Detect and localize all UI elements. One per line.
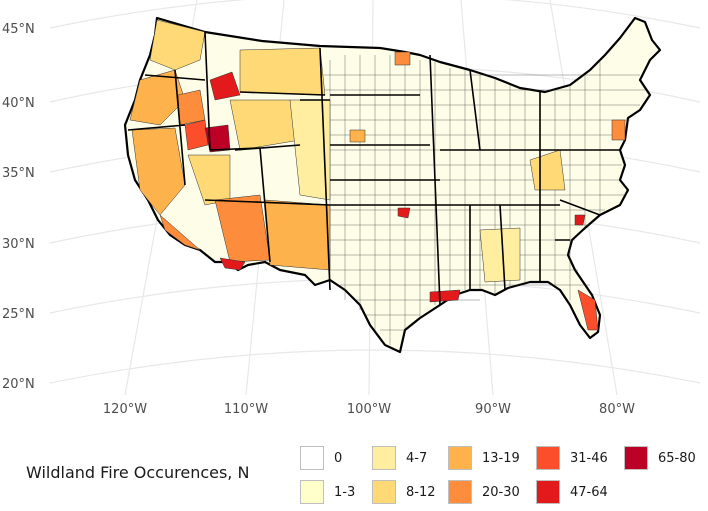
legend-label: 31-46	[570, 450, 608, 466]
legend-label: 0	[334, 450, 343, 466]
legend-item: 47-64	[536, 480, 608, 504]
legend-item: 8-12	[372, 480, 436, 504]
legend-label: 1-3	[334, 484, 356, 500]
lon-label: 110°W	[224, 402, 268, 417]
legend-swatch	[448, 446, 472, 470]
legend-label: 13-19	[482, 450, 520, 466]
state-borders	[127, 31, 620, 306]
legend-label: 47-64	[570, 484, 608, 500]
legend-item: 4-7	[372, 446, 427, 470]
legend-swatch	[624, 446, 648, 470]
legend-swatch	[536, 480, 560, 504]
legend-swatch	[372, 446, 396, 470]
legend-swatch	[300, 480, 324, 504]
legend-item: 1-3	[300, 480, 355, 504]
lon-label: 120°W	[103, 402, 147, 417]
legend-label: 8-12	[406, 484, 436, 500]
legend-item: 13-19	[448, 446, 520, 470]
legend-item: 0	[300, 446, 342, 470]
legend-swatch	[448, 480, 472, 504]
lon-label: 100°W	[347, 402, 391, 417]
legend-item: 65-80	[624, 446, 696, 470]
legend-label: 4-7	[406, 450, 428, 466]
lon-labels: 120°W 110°W 100°W 90°W 80°W	[103, 402, 635, 417]
lat-label: 35°N	[2, 166, 35, 181]
lat-label: 40°N	[2, 96, 35, 111]
graticule-lat-45	[49, 0, 701, 29]
lat-labels: 45°N 40°N 35°N 30°N 25°N 20°N	[2, 22, 35, 392]
lat-label: 25°N	[2, 307, 35, 322]
legend-title: Wildland Fire Occurences, N	[26, 463, 250, 482]
lat-label: 45°N	[2, 22, 35, 37]
legend-label: 20-30	[482, 484, 520, 500]
lon-label: 90°W	[475, 402, 511, 417]
legend-item: 31-46	[536, 446, 608, 470]
lat-label: 20°N	[2, 377, 35, 392]
lat-label: 30°N	[2, 237, 35, 252]
graticule-lat-20	[49, 349, 701, 384]
legend-swatch	[536, 446, 560, 470]
lon-label: 80°W	[599, 402, 635, 417]
fire-occurrence-regions	[129, 19, 626, 331]
legend-swatch	[300, 446, 324, 470]
legend-swatch	[372, 480, 396, 504]
legend-item: 20-30	[448, 480, 520, 504]
legend-label: 65-80	[658, 450, 696, 466]
